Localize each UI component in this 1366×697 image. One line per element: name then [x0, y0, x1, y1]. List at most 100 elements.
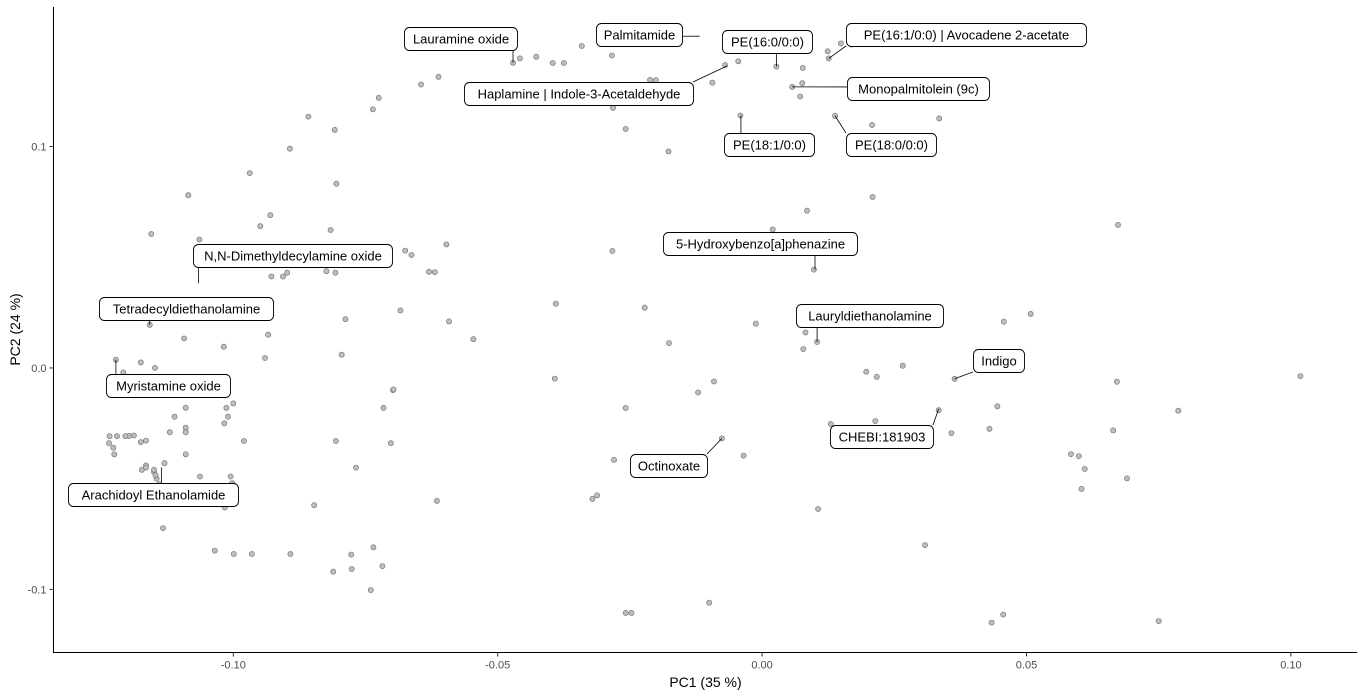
data-point — [225, 413, 231, 420]
data-point — [622, 405, 629, 411]
annotation-box — [846, 133, 937, 157]
data-point — [872, 418, 879, 424]
annotation-text: CHEBI:181903 — [839, 430, 926, 445]
data-point — [811, 266, 817, 273]
data-point — [922, 542, 928, 548]
data-point — [709, 79, 716, 86]
data-point — [240, 438, 247, 444]
data-point — [387, 440, 394, 447]
data-point — [342, 316, 349, 323]
data-point — [182, 451, 189, 458]
annotation-label: Lauramine oxide — [404, 27, 518, 63]
annotation-text: PE(18:1/0:0) — [733, 138, 806, 153]
data-point — [110, 444, 117, 451]
data-point — [171, 413, 178, 420]
data-point — [151, 466, 157, 473]
data-point — [284, 269, 291, 276]
data-point — [1155, 618, 1162, 624]
annotation-box — [973, 349, 1025, 373]
annotation-label: Palmitamide — [596, 23, 700, 47]
data-point — [799, 65, 806, 71]
annotation-label: PE(16:1/0:0) | Avocadene 2-acetate — [828, 23, 1087, 59]
data-point — [160, 525, 166, 531]
annotation-text: Tetradecyldiethanolamine — [113, 302, 260, 317]
annotation-label: PE(18:0/0:0) — [834, 115, 937, 157]
annotation-label: Indigo — [954, 349, 1025, 380]
annotation-box — [663, 232, 858, 256]
data-point — [869, 194, 876, 200]
data-point — [330, 568, 337, 575]
data-point — [706, 599, 713, 606]
data-point — [1114, 378, 1120, 385]
data-point — [433, 497, 440, 504]
data-point — [1078, 485, 1085, 492]
annotation-label: Haplamine | Indole-3-Acetaldehyde — [464, 65, 728, 106]
annotation-label: Tetradecyldiethanolamine — [99, 297, 274, 325]
data-point — [740, 452, 747, 459]
data-point — [1000, 318, 1007, 325]
data-point — [305, 113, 312, 120]
annotation-leader-line — [834, 115, 847, 134]
data-point — [262, 355, 268, 361]
data-point — [752, 320, 759, 327]
data-point — [838, 40, 844, 47]
data-point — [327, 227, 334, 233]
data-point — [287, 551, 294, 557]
data-point — [665, 148, 672, 155]
x-tick-label: -0.05 — [485, 660, 510, 672]
data-point — [143, 437, 149, 444]
annotation-leader-line — [932, 408, 940, 426]
data-point — [333, 180, 340, 187]
data-point — [578, 43, 585, 49]
data-point — [611, 456, 617, 463]
points-layer — [106, 34, 1304, 626]
data-point — [367, 587, 374, 593]
data-point — [143, 464, 149, 471]
data-point — [446, 318, 452, 325]
data-point — [1297, 373, 1304, 379]
data-point — [647, 77, 653, 83]
data-point — [375, 94, 382, 101]
data-point — [338, 351, 345, 358]
data-point — [257, 223, 264, 230]
data-point — [230, 400, 237, 407]
annotation-label: CHEBI:181903 — [830, 408, 940, 449]
data-point — [652, 77, 659, 83]
data-point — [1175, 407, 1182, 414]
data-point — [936, 115, 943, 122]
data-point — [397, 307, 404, 314]
annotation-box — [193, 244, 393, 268]
data-point — [246, 170, 253, 176]
data-point — [181, 335, 187, 342]
data-point — [560, 60, 567, 66]
annotation-box — [630, 454, 708, 478]
data-point — [211, 547, 218, 554]
annotation-box — [596, 23, 683, 47]
data-point — [443, 241, 450, 248]
annotation-leader-line — [692, 65, 728, 83]
annotation-box — [846, 23, 1087, 47]
y-tick-label: -0.1 — [28, 584, 47, 596]
data-point — [935, 407, 942, 414]
data-point — [286, 145, 293, 152]
data-point — [369, 106, 376, 113]
data-point — [622, 610, 629, 616]
data-point — [666, 340, 672, 346]
data-point — [152, 364, 158, 371]
data-point — [348, 566, 355, 572]
axes-layer — [53, 7, 1357, 653]
annotation-box — [724, 133, 815, 157]
annotation-box — [796, 304, 944, 328]
data-point — [353, 464, 359, 471]
data-point — [130, 432, 137, 439]
data-point — [695, 389, 701, 396]
annotation-label: Monopalmitolein (9c) — [792, 77, 990, 101]
annotation-label: Arachidoyl Ethanolamide — [68, 467, 239, 507]
data-point — [248, 551, 255, 557]
annotation-text: Lauryldiethanolamine — [808, 309, 932, 324]
data-point — [418, 81, 424, 88]
x-tick-label: 0.00 — [751, 660, 772, 672]
data-point — [815, 506, 821, 512]
data-point — [137, 439, 144, 445]
data-point — [948, 430, 955, 436]
